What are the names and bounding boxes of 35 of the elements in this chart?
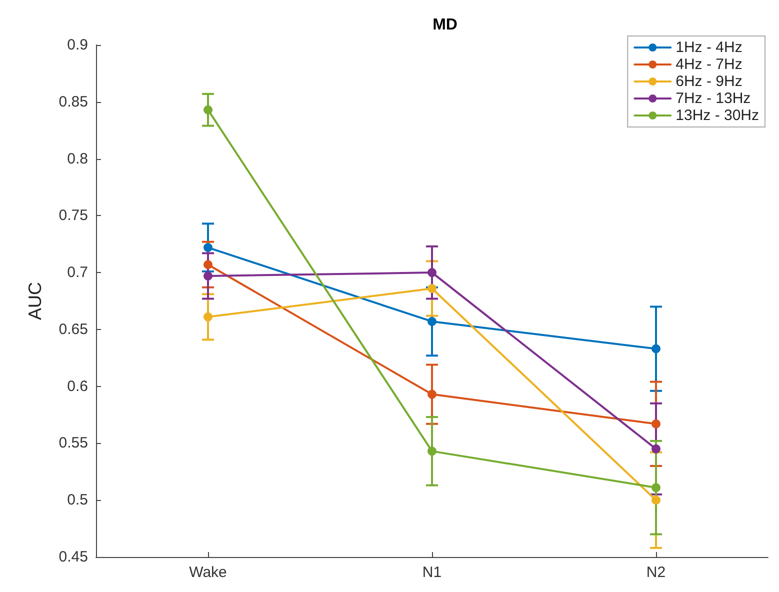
y-tick-label: 0.75 xyxy=(58,207,88,224)
point xyxy=(428,268,436,278)
chart-title: MD xyxy=(432,16,458,34)
point xyxy=(204,105,212,114)
y-axis-title: AUC xyxy=(25,282,45,320)
x-tick-label: Wake xyxy=(189,564,227,581)
x-tick-label: N1 xyxy=(422,564,442,581)
point xyxy=(652,483,660,492)
y-tick-label: 0.65 xyxy=(58,320,88,338)
point xyxy=(652,444,660,454)
y-tick-label: 0.5 xyxy=(67,492,88,509)
legend-label: 1Hz - 4Hz xyxy=(676,39,742,56)
point xyxy=(204,312,212,322)
y-tick-label: 0.8 xyxy=(67,150,88,168)
legend-label: 6Hz - 9Hz xyxy=(676,73,742,90)
y-tick-label: 0.55 xyxy=(58,434,88,452)
point xyxy=(652,496,660,505)
y-tick-label: 0.85 xyxy=(58,93,88,110)
point xyxy=(428,284,436,293)
point xyxy=(428,446,436,456)
point xyxy=(652,419,660,428)
y-tick-label: 0.9 xyxy=(67,36,88,54)
point xyxy=(428,390,436,399)
y-tick-label: 0.7 xyxy=(67,264,88,282)
legend-label: 13Hz - 30Hz xyxy=(676,107,760,124)
point xyxy=(204,243,212,252)
x-tick-label: N2 xyxy=(646,564,666,581)
point xyxy=(652,344,660,354)
legend-label: 7Hz - 13Hz xyxy=(676,90,751,107)
point xyxy=(204,271,212,280)
point xyxy=(204,260,212,270)
point xyxy=(428,316,436,326)
y-tick-label: 0.6 xyxy=(67,378,88,395)
legend-label: 4Hz - 7Hz xyxy=(676,56,742,73)
y-tick-label: 0.45 xyxy=(58,548,88,566)
